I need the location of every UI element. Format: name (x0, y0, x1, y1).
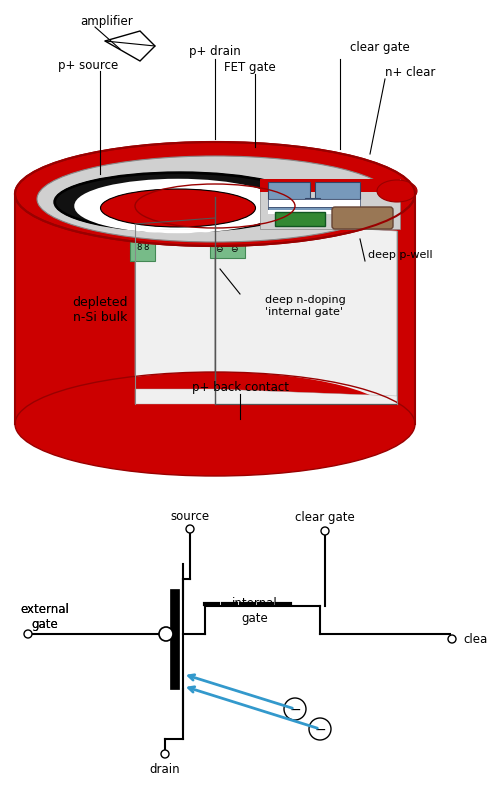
Polygon shape (130, 242, 155, 262)
Circle shape (159, 627, 173, 642)
Text: p+ back contact: p+ back contact (191, 381, 288, 394)
Circle shape (447, 635, 455, 643)
Text: ⊖: ⊖ (215, 245, 223, 254)
Ellipse shape (15, 372, 414, 476)
Text: clear gate: clear gate (349, 41, 409, 54)
Text: ⊖: ⊖ (230, 245, 237, 254)
Ellipse shape (55, 174, 305, 232)
Ellipse shape (376, 181, 416, 203)
Polygon shape (260, 180, 399, 230)
Text: p+ source: p+ source (58, 58, 118, 71)
Ellipse shape (35, 372, 394, 466)
Polygon shape (267, 200, 359, 208)
Polygon shape (170, 590, 179, 689)
FancyBboxPatch shape (331, 208, 392, 230)
Circle shape (185, 526, 194, 534)
Polygon shape (135, 221, 215, 405)
Polygon shape (305, 199, 319, 207)
Polygon shape (314, 182, 359, 200)
Text: external
gate: external gate (20, 603, 69, 630)
Polygon shape (267, 208, 359, 211)
Polygon shape (135, 389, 396, 405)
Polygon shape (260, 180, 399, 193)
Text: n+ clear: n+ clear (384, 66, 434, 79)
Text: deep n-doping
'internal gate': deep n-doping 'internal gate' (264, 294, 345, 316)
Text: drain: drain (149, 762, 180, 775)
Text: source: source (170, 508, 209, 521)
Circle shape (284, 698, 305, 720)
Text: clear gate: clear gate (295, 511, 354, 524)
Text: FET gate: FET gate (224, 61, 275, 74)
Ellipse shape (15, 143, 414, 247)
Text: p+ drain: p+ drain (189, 45, 241, 58)
Text: 8: 8 (143, 243, 148, 252)
Polygon shape (215, 221, 396, 405)
Polygon shape (267, 211, 359, 215)
Text: −: − (288, 702, 300, 716)
Ellipse shape (77, 182, 279, 232)
Text: deep p-well: deep p-well (367, 250, 432, 260)
Text: external
gate: external gate (20, 603, 69, 630)
Ellipse shape (101, 190, 255, 228)
Polygon shape (15, 195, 414, 424)
Ellipse shape (101, 190, 255, 228)
Circle shape (24, 630, 32, 638)
Polygon shape (267, 182, 309, 200)
Text: depleted
n-Si bulk: depleted n-Si bulk (72, 296, 127, 324)
Polygon shape (274, 212, 325, 227)
Ellipse shape (54, 173, 305, 233)
Text: clear: clear (462, 633, 488, 646)
Ellipse shape (37, 157, 392, 242)
Polygon shape (135, 405, 396, 419)
Text: amplifier: amplifier (80, 15, 132, 28)
Circle shape (308, 718, 330, 740)
Text: internal
gate: internal gate (232, 596, 277, 624)
Circle shape (161, 750, 169, 758)
Polygon shape (15, 221, 50, 424)
Polygon shape (209, 238, 244, 259)
Text: 8: 8 (136, 243, 142, 252)
Polygon shape (379, 221, 414, 424)
Circle shape (320, 527, 328, 535)
Text: −: − (314, 722, 325, 736)
Ellipse shape (81, 185, 275, 230)
